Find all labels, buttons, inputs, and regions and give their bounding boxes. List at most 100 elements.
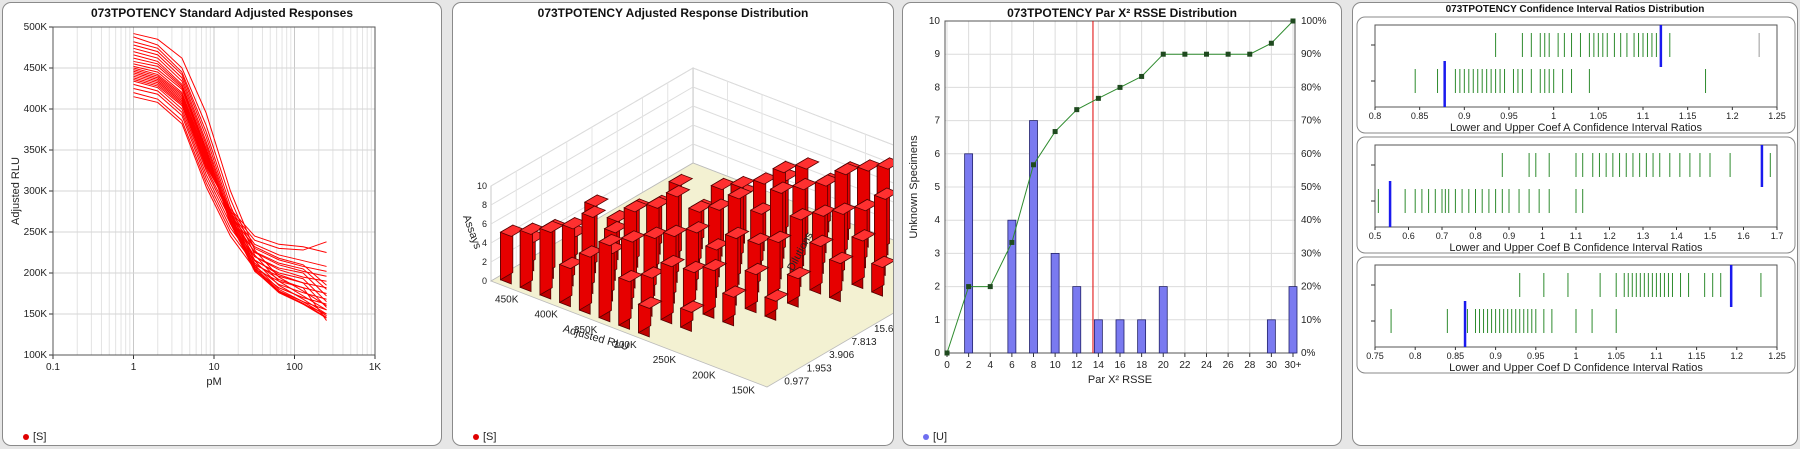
subplot-frame [1356, 16, 1796, 134]
bar-top [851, 229, 877, 242]
histogram-bar [1007, 219, 1017, 354]
x-tick-label: 1.15 [1688, 351, 1706, 361]
x-tick-label: 1.15 [1679, 111, 1697, 121]
x-tick-label: 10 [208, 362, 220, 373]
y-tick-label: 100K [24, 350, 48, 361]
z-tick-label: 2 [482, 257, 487, 267]
legend-label: [S] [33, 431, 47, 443]
x-tick-label: 0.85 [1411, 111, 1429, 121]
x-tick-label: 16 [1114, 360, 1126, 371]
x-tick-label: 0.75 [1366, 351, 1384, 361]
z-tick-label: 10 [477, 181, 487, 191]
z-tick-label: 0 [482, 276, 487, 286]
x-tick-label: 400K [534, 310, 558, 321]
x-tick-label: 30+ [1285, 360, 1302, 371]
y2-tick-label: 20% [1301, 282, 1321, 293]
x-tick-label: 0.7 [1436, 231, 1449, 241]
cumulative-point [1247, 51, 1253, 57]
x-tick-label: 450K [495, 295, 519, 306]
response-distribution-chart: 450K 400K 350K 300K 250K 200K 150K 0.977 1.953 3.… [460, 67, 893, 396]
histogram-bar [964, 153, 974, 354]
y-tick-label: 4 [934, 215, 940, 226]
cumulative-point [1139, 73, 1145, 79]
x-tick-label: 0.1 [46, 362, 60, 373]
x-tick-label: 0.8 [1469, 231, 1482, 241]
bar-top [744, 262, 770, 276]
y-tick-label: 3 [934, 248, 940, 259]
cumulative-point [1182, 51, 1188, 57]
x-tick-label: 0.8 [1369, 111, 1382, 121]
y2-tick-label: 50% [1301, 182, 1321, 193]
z-tick-label: 8 [482, 200, 487, 210]
x-tick-label: 6 [1009, 360, 1015, 371]
x-tick-label: 0.6 [1402, 231, 1415, 241]
y-tick-label: 400K [24, 104, 48, 115]
x-tick-label: 1 [1551, 111, 1556, 121]
y-tick-label: 3.906 [829, 350, 854, 361]
cumulative-point [966, 284, 972, 290]
histogram-bar [1288, 286, 1298, 354]
response-curve [133, 67, 327, 289]
x-tick-label: 0 [944, 360, 950, 371]
bar-top [730, 175, 756, 189]
x-tick-label: 1 [131, 362, 137, 373]
x-tick-label: 1.5 [1704, 231, 1717, 241]
response-curve [133, 88, 327, 303]
legend-label: [S] [483, 431, 497, 443]
x-tick-label: 1.05 [1607, 351, 1625, 361]
x-tick-label: 150K [732, 385, 756, 396]
y-tick-label: 350K [24, 145, 48, 156]
y-tick-label: 450K [24, 63, 48, 74]
bar-top [620, 230, 646, 243]
standard-responses-title: 073TPOTENCY Standard Adjusted Responses [90, 6, 354, 20]
histogram-bar [1266, 319, 1276, 354]
y-tick-label: 8 [934, 82, 940, 93]
bar-top [679, 300, 705, 313]
y-tick-label: 200K [24, 268, 48, 279]
y-tick-label: 7 [934, 116, 940, 127]
x-tick-label: 350K [574, 325, 598, 336]
x-tick-label: 1 [1573, 351, 1578, 361]
bar-top [786, 266, 812, 280]
histogram-bar [1115, 319, 1125, 354]
x-tick-label: 0.9 [1458, 111, 1471, 121]
y-tick-label: 1 [934, 315, 940, 326]
bar-top [769, 181, 795, 194]
bar-top [789, 208, 815, 221]
ci-ratios-panel: 073TPOTENCY Confidence Interval Ratios D… [1352, 2, 1798, 446]
legend-dot-icon [23, 434, 29, 441]
response-curve [133, 77, 327, 253]
x-tick-label: 1.2 [1731, 351, 1744, 361]
y2-tick-label: 40% [1301, 215, 1321, 226]
cumulative-point [987, 284, 993, 290]
bar-top [794, 157, 820, 170]
x-tick-label: 1.1 [1650, 351, 1663, 361]
x-axis-label: Lower and Upper Coef B Confidence Interv… [1449, 242, 1703, 254]
x-tick-label: 0.95 [1500, 111, 1518, 121]
y2-tick-label: 70% [1301, 116, 1321, 127]
response-curve [133, 69, 327, 282]
x-axis-label: pM [206, 376, 221, 388]
response-curve [133, 33, 327, 307]
bar-top [702, 258, 728, 272]
y-axis-label: Unknown Specimens [908, 135, 920, 239]
bar-front [598, 233, 612, 319]
response-curve [133, 70, 327, 277]
standard-responses-chart: 100K 150K 200K 250K 300K 350K 400K 450K 500K 0.1 1… [10, 22, 381, 388]
cumulative-point [1052, 129, 1058, 135]
x-tick-label: 0.95 [1527, 351, 1545, 361]
y-axis-label: Adjusted RLU [10, 157, 22, 225]
bar-top [727, 187, 753, 200]
y-tick-label: 2 [934, 282, 940, 293]
bar-top [583, 194, 609, 207]
x-tick-label: 1.25 [1768, 351, 1786, 361]
y-tick-label: 250K [24, 227, 48, 238]
x-axis-label: Lower and Upper Coef A Confidence Interv… [1450, 122, 1702, 134]
response-curve [133, 80, 327, 290]
x-tick-label: 28 [1244, 360, 1256, 371]
cumulative-point [1074, 107, 1080, 113]
bar-top [665, 185, 691, 198]
bar-top [873, 187, 893, 200]
cumulative-point [1225, 51, 1231, 57]
ci-ratios-title: 073TPOTENCY Confidence Interval Ratios D… [1445, 4, 1705, 15]
